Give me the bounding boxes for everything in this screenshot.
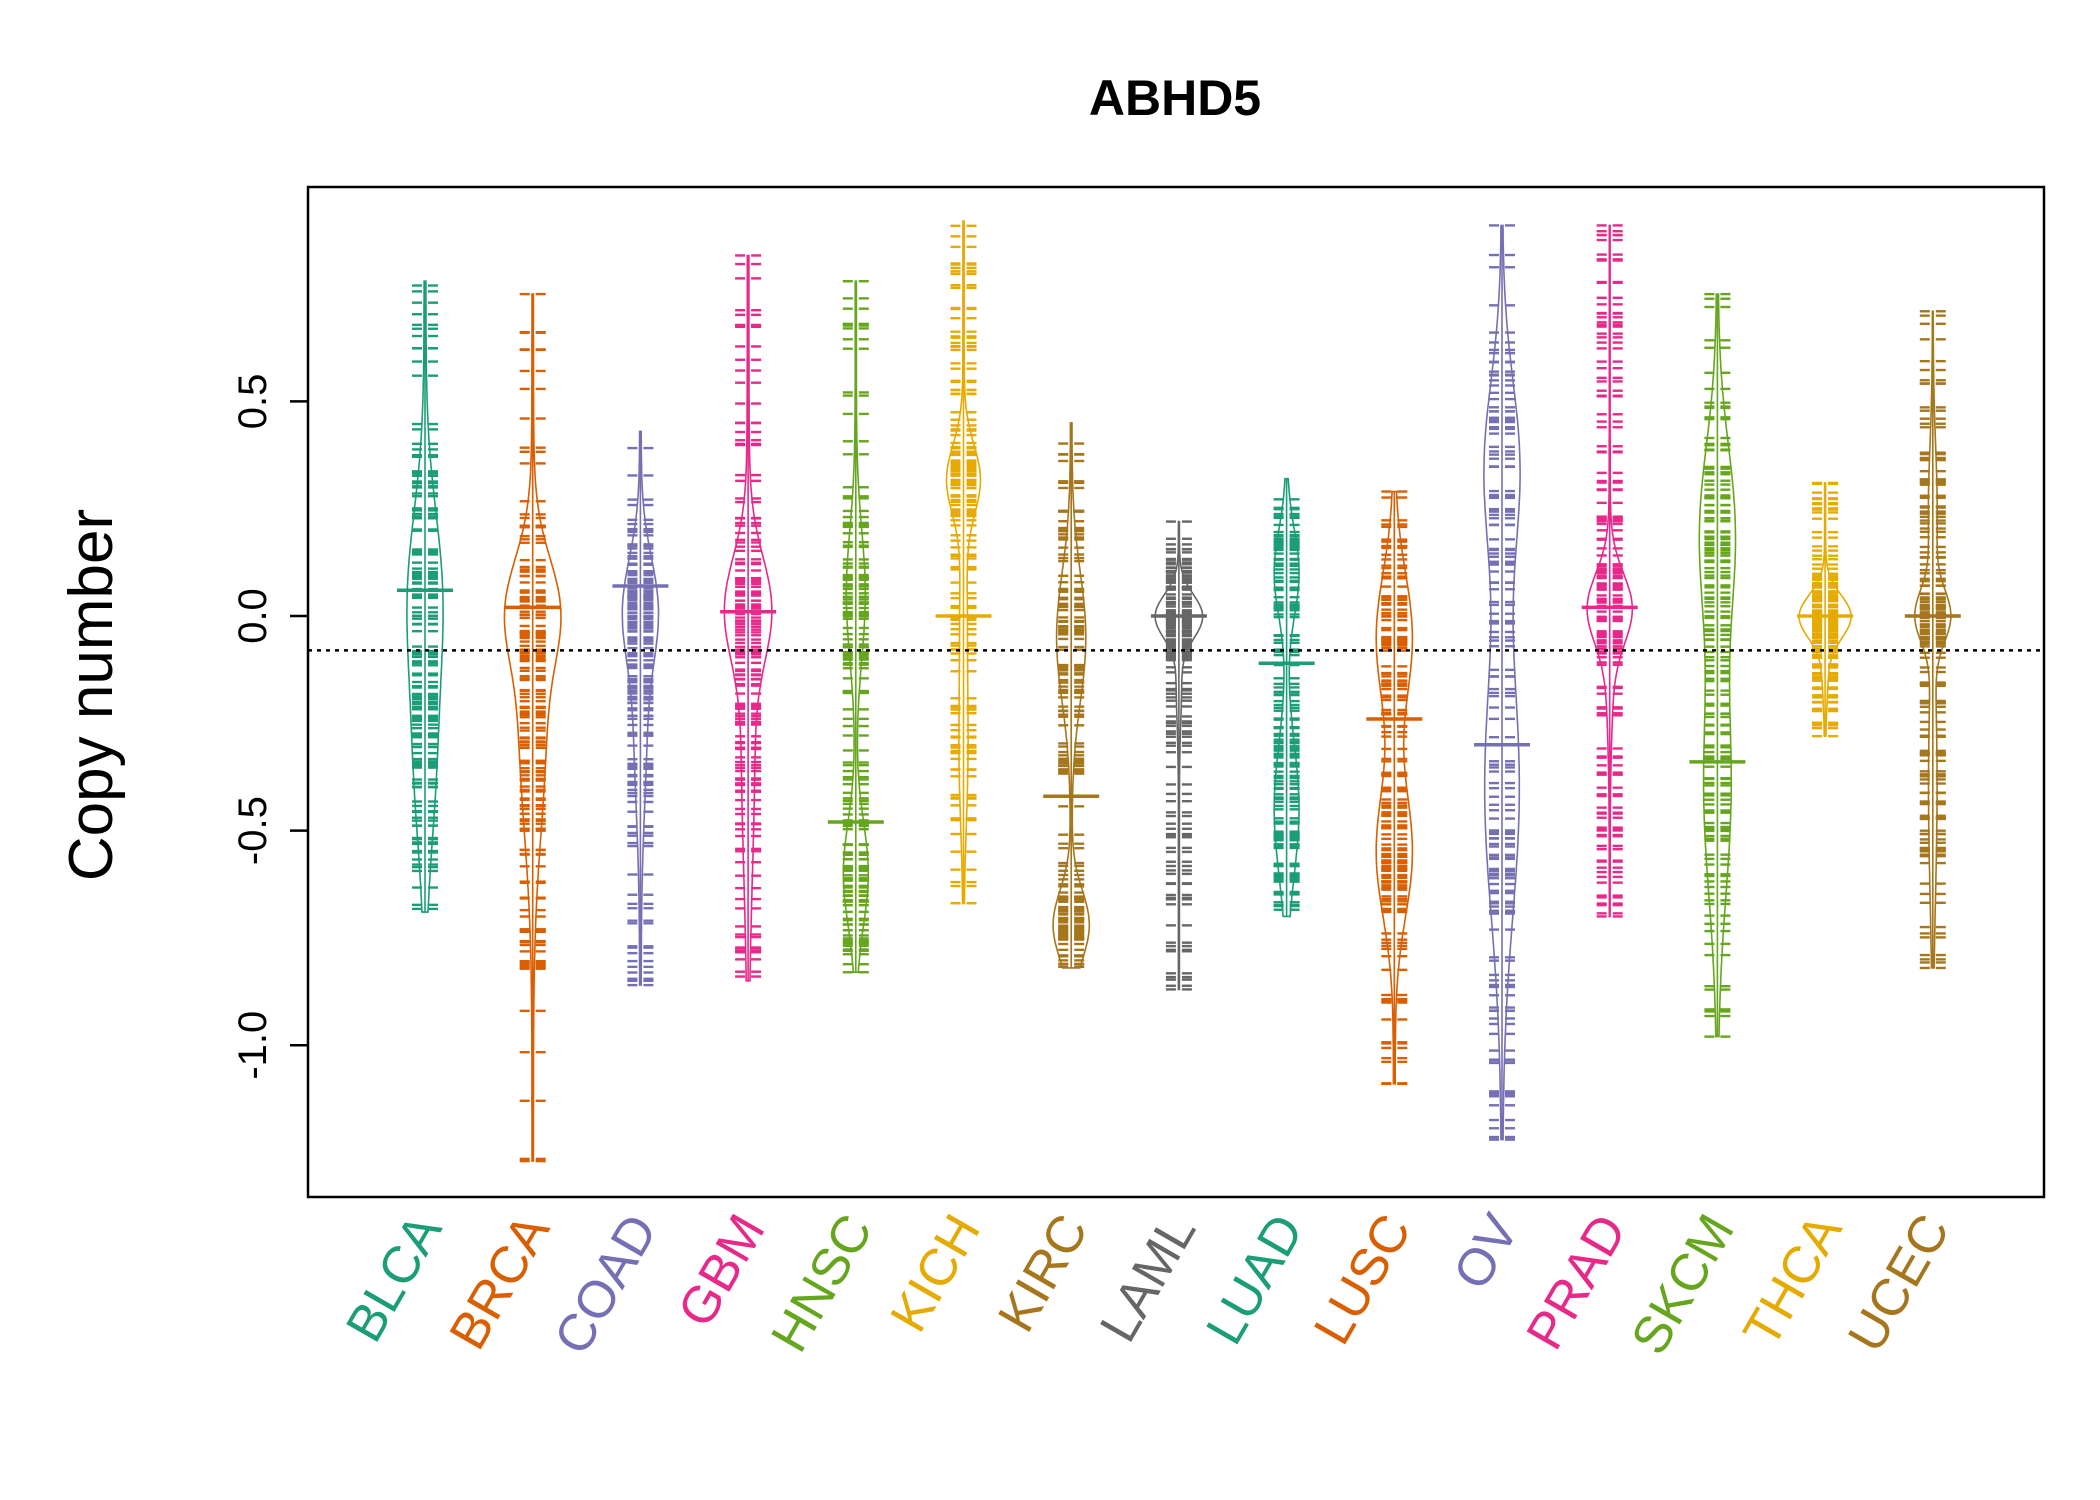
bean-laml — [1150, 520, 1207, 991]
x-tick-label-coad: COAD — [543, 1205, 668, 1364]
y-axis-label: Copy number — [57, 509, 126, 881]
bean-outline — [1375, 490, 1414, 1085]
y-tick-label: -1.0 — [231, 1011, 275, 1080]
x-tick-label-hnsc: HNSC — [760, 1205, 884, 1362]
bean-outline — [1483, 224, 1521, 1141]
bean-luad — [1258, 477, 1315, 918]
bean-ucec — [1904, 310, 1961, 970]
bean-thca — [1797, 481, 1854, 738]
bean-brca — [503, 292, 562, 1163]
y-tick-label: 0.0 — [231, 588, 275, 644]
x-tick-label-blca: BLCA — [335, 1205, 453, 1352]
x-tick-label-ov: OV — [1443, 1205, 1531, 1299]
bean-outline — [945, 220, 982, 905]
bean-hnsc — [827, 280, 884, 974]
x-tick-label-prad: PRAD — [1516, 1205, 1638, 1359]
x-tick-label-laml: LAML — [1089, 1205, 1207, 1352]
x-tick-label-brca: BRCA — [439, 1205, 562, 1359]
bean-ov — [1474, 224, 1530, 1141]
bean-series-group — [397, 220, 1961, 1163]
bean-blca — [397, 280, 453, 913]
y-tick-label: 0.5 — [231, 374, 275, 430]
plot-frame — [306, 185, 2046, 1199]
bean-coad — [612, 430, 669, 987]
bean-kich — [935, 220, 992, 905]
x-tick-label-kich: KICH — [880, 1205, 992, 1342]
chart-title: ABHD5 — [1089, 70, 1261, 126]
y-tick-label: -0.5 — [231, 796, 275, 865]
x-tick-label-ucec: UCEC — [1837, 1205, 1961, 1362]
bean-outline — [1698, 293, 1737, 1038]
bean-outline — [406, 280, 444, 913]
bean-gbm — [720, 254, 777, 982]
x-tick-label-luad: LUAD — [1195, 1205, 1315, 1354]
x-tick-label-skcm: SKCM — [1620, 1205, 1745, 1364]
bean-outline — [842, 280, 869, 973]
bean-kirc — [1043, 422, 1100, 969]
bean-prad — [1581, 224, 1638, 918]
x-tick-label-thca: THCA — [1732, 1205, 1853, 1357]
bean-outline — [1052, 422, 1091, 969]
y-axis: -1.0 -0.5 0.0 0.5 — [231, 374, 308, 1080]
x-tick-label-lusc: LUSC — [1303, 1205, 1423, 1354]
bean-lusc — [1366, 490, 1423, 1086]
bean-skcm — [1689, 292, 1746, 1038]
x-tick-label-kirc: KIRC — [987, 1205, 1099, 1342]
x-tick-label-gbm: GBM — [667, 1205, 776, 1337]
